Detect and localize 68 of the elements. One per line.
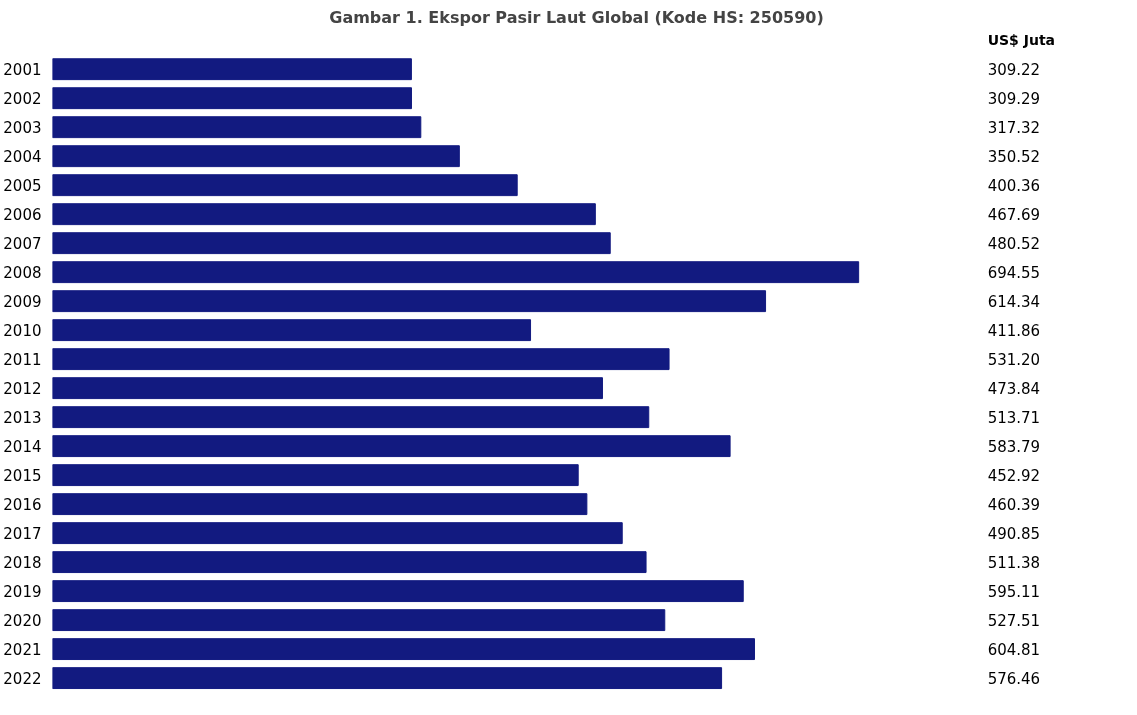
y-tick-label: 2006 (3, 206, 42, 225)
y-tick-label: 2010 (3, 322, 42, 341)
bar (52, 609, 666, 632)
bar (52, 377, 603, 400)
data-label: 460.39 (987, 496, 1041, 515)
text: US$ Juta (987, 31, 1056, 48)
data-label: 309.22 (987, 61, 1041, 80)
bar (52, 667, 723, 690)
data-label: 694.55 (987, 264, 1041, 283)
data-label: 527.51 (987, 612, 1041, 631)
chart-title: Gambar 1. Ekspor Pasir Laut Global (Kode HS: 250590) (329, 7, 824, 27)
y-tick-label: 2003 (3, 119, 42, 138)
data-label: 614.34 (987, 293, 1041, 312)
data-label: 317.32 (987, 119, 1041, 138)
bar (52, 406, 650, 429)
bar (52, 261, 860, 284)
y-tick-label: 2001 (3, 61, 42, 80)
bar (52, 87, 412, 110)
bar (52, 319, 532, 342)
bar (52, 522, 623, 545)
data-label: 400.36 (987, 177, 1041, 196)
y-tick-label: 2018 (3, 554, 42, 573)
bar (52, 174, 518, 197)
y-tick-label: 2013 (3, 409, 42, 428)
bar (52, 551, 647, 574)
y-tick-label: 2017 (3, 525, 42, 544)
data-label: 604.81 (987, 641, 1041, 660)
bar (52, 145, 460, 168)
bar (52, 435, 731, 458)
data-label: 595.11 (987, 583, 1041, 602)
bar (52, 464, 579, 487)
data-label: 511.38 (987, 554, 1041, 573)
y-tick-label: 2009 (3, 293, 42, 312)
y-tick-label: 2014 (3, 438, 42, 457)
data-label: 583.79 (987, 438, 1041, 457)
y-tick-label: 2012 (3, 380, 42, 399)
y-tick-label: 2020 (3, 612, 42, 631)
bar (52, 203, 596, 226)
y-tick-label: 2005 (3, 177, 42, 196)
data-label: 473.84 (987, 380, 1041, 399)
data-label: 576.46 (987, 670, 1041, 689)
bar (52, 232, 611, 255)
bar (52, 348, 670, 371)
data-label: 309.29 (987, 90, 1041, 109)
data-label: 480.52 (987, 235, 1041, 254)
bar (52, 290, 767, 313)
data-label: 467.69 (987, 206, 1041, 225)
y-tick-label: 2002 (3, 90, 42, 109)
data-label: 350.52 (987, 148, 1041, 167)
bar (52, 116, 422, 139)
y-tick-label: 2008 (3, 264, 42, 283)
y-tick-label: 2022 (3, 670, 42, 689)
y-tick-label: 2011 (3, 351, 42, 370)
bar (52, 493, 588, 516)
y-tick-label: 2021 (3, 641, 42, 660)
y-tick-label: 2007 (3, 235, 42, 254)
bar (52, 58, 412, 81)
y-tick-label: 2004 (3, 148, 42, 167)
data-label: 452.92 (987, 467, 1041, 486)
y-tick-label: 2015 (3, 467, 42, 486)
data-label: 490.85 (987, 525, 1041, 544)
y-tick-label: 2016 (3, 496, 42, 515)
data-label: 411.86 (987, 322, 1041, 341)
bar (52, 638, 755, 661)
data-label: 531.20 (987, 351, 1041, 370)
data-label: 513.71 (987, 409, 1041, 428)
y-tick-label: 2019 (3, 583, 42, 602)
bar (52, 580, 744, 603)
